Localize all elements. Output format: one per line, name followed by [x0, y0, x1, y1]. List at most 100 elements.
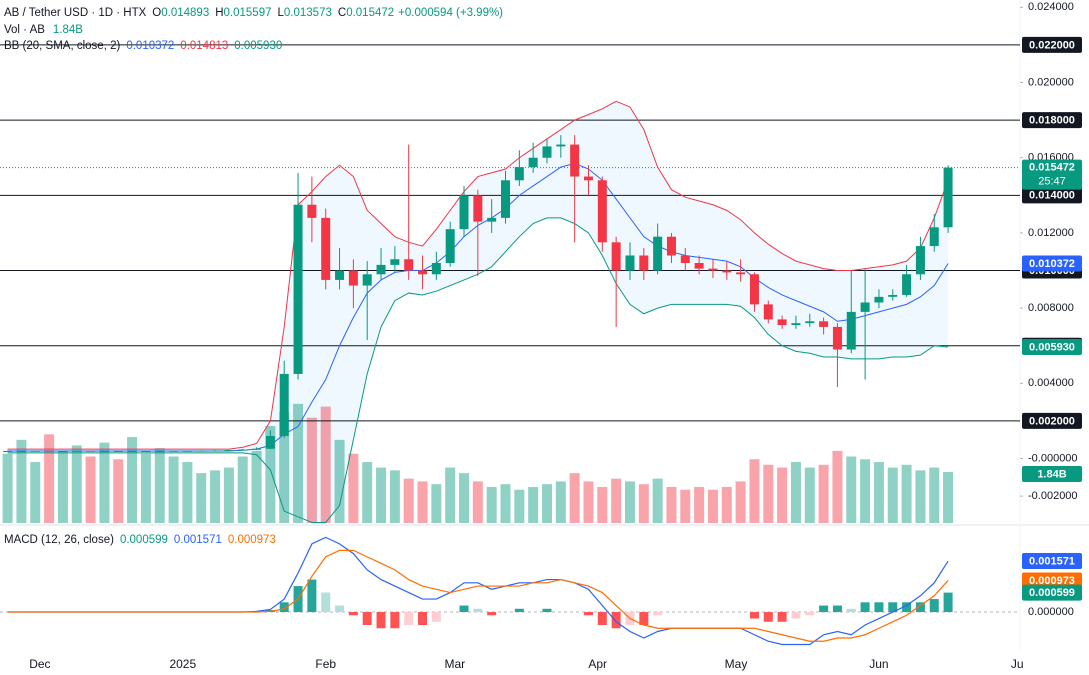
volume-bar — [30, 462, 41, 523]
volume-bar — [376, 467, 387, 523]
volume-bar — [210, 470, 221, 523]
ohlc-value: 0.015472 — [346, 7, 394, 19]
candle-body — [127, 450, 137, 452]
volume-bar — [804, 467, 815, 523]
y-tick-label: -0.000000 — [1028, 452, 1078, 464]
candle-body — [210, 450, 220, 452]
volume-bar — [85, 456, 96, 523]
volume-bar — [901, 464, 912, 523]
volume-bar — [334, 439, 345, 523]
volume-bar — [44, 434, 55, 523]
macd-histogram-bar — [888, 602, 898, 613]
macd-histogram-bar — [542, 608, 552, 613]
volume-bar — [929, 467, 940, 523]
volume-bar — [279, 412, 290, 523]
macd-histogram-bar — [611, 612, 621, 629]
histogram-badge: 0.000599 — [1022, 584, 1082, 601]
macd-histogram-bar — [819, 605, 829, 613]
candle-body — [542, 146, 552, 158]
macd-histogram-bar — [597, 612, 607, 626]
candle-body — [639, 255, 649, 271]
candle-body — [611, 242, 621, 271]
volume-bar — [16, 439, 27, 523]
volume-bar — [597, 486, 608, 523]
candle-body — [30, 450, 40, 452]
candle-body — [418, 270, 428, 275]
ohlc-key: H — [215, 7, 223, 19]
bb-upper-line — [7, 100, 949, 450]
macd-badge: 0.001571 — [1022, 553, 1082, 570]
volume-bar — [57, 450, 68, 523]
volume-bar — [500, 484, 511, 523]
macd-histogram-bar — [832, 605, 842, 613]
macd-badge-text: 0.001571 — [1029, 555, 1075, 567]
macd-histogram-bar — [583, 612, 593, 616]
ohlc-key: O — [152, 7, 161, 19]
macd-histogram-bar — [431, 612, 441, 622]
volume-bar — [777, 467, 788, 523]
y-tick-label: -0.002000 — [1028, 490, 1078, 502]
candle-body — [915, 246, 925, 275]
volume-bar — [873, 462, 884, 523]
candle-body — [155, 450, 165, 452]
candle-body — [44, 450, 54, 452]
candle-body — [722, 270, 732, 273]
candle-body — [404, 259, 414, 271]
candle-body — [583, 176, 593, 181]
candle-body — [224, 450, 234, 452]
volume-bar — [445, 467, 456, 523]
candle-body — [874, 296, 884, 303]
candle-body — [238, 449, 248, 451]
macd-histogram-bar — [307, 579, 317, 613]
candle-body — [3, 450, 13, 452]
candle-body — [376, 264, 386, 275]
volume-bar — [707, 489, 718, 523]
volume-bar — [749, 459, 760, 523]
volume-badge-text: 1.84B — [1037, 468, 1066, 480]
candle-body — [805, 321, 815, 324]
macd-histogram-bar — [777, 612, 787, 622]
volume-bar — [196, 473, 207, 523]
macd-histogram-bar — [487, 612, 497, 616]
volume-bar — [721, 486, 732, 523]
histogram-badge-text: 0.000599 — [1029, 587, 1075, 599]
volume-bar — [735, 481, 746, 523]
macd-histogram-bar — [902, 602, 912, 613]
macd-title: MACD (12, 26, close) — [4, 534, 114, 546]
macd-histogram-bar — [874, 602, 884, 613]
volume-bar — [569, 473, 580, 523]
volume-bar — [763, 464, 774, 523]
candle-body — [653, 236, 663, 271]
macd-histogram-bar — [335, 605, 345, 613]
macd-badge-bg — [1022, 553, 1082, 570]
candle-body — [348, 270, 358, 286]
volume-bar — [541, 484, 552, 523]
macd-histogram-bar — [279, 602, 289, 613]
y-tick-label: 0.000000 — [1028, 606, 1074, 618]
candle-body — [708, 268, 718, 271]
candle-body — [625, 255, 635, 271]
candle-body — [86, 450, 96, 452]
candle-body — [791, 323, 801, 326]
y-tick-label: 0.008000 — [1028, 302, 1074, 314]
candle-body — [597, 180, 607, 243]
volume-bar — [832, 450, 843, 523]
candle-body — [390, 259, 400, 265]
bb-middle-badge-text: 0.010372 — [1029, 258, 1075, 270]
volume-bar — [860, 459, 871, 523]
signal-badge-text: 0.000973 — [1029, 575, 1075, 587]
level-badge-text: 0.022000 — [1029, 39, 1075, 51]
volume-bar — [362, 462, 373, 523]
signal-badge: 0.000973 — [1022, 572, 1082, 589]
candle-body — [763, 304, 773, 320]
volume-bar — [638, 484, 649, 523]
legend-line: Vol · AB 1.84B — [4, 24, 83, 36]
y-tick-label: 0.020000 — [1028, 76, 1074, 88]
level-badge-text: 0.018000 — [1029, 115, 1075, 127]
candle-body — [929, 227, 939, 247]
volume-bar — [666, 486, 677, 523]
bb-fill — [7, 101, 949, 523]
ohlc-value: 0.015597 — [224, 7, 272, 19]
